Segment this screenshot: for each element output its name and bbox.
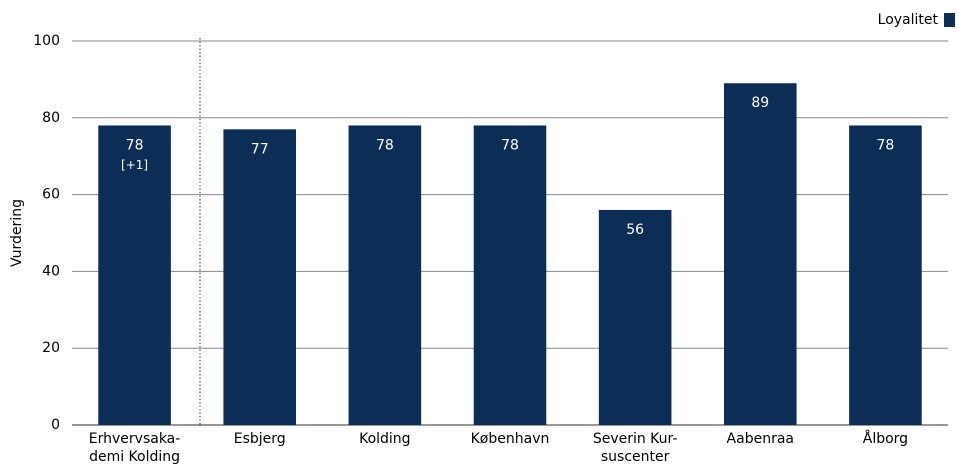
value-label: 78	[126, 137, 144, 153]
x-tick-label: København	[470, 431, 550, 447]
x-tick-label: Erhvervsaka- demi Kolding	[88, 431, 181, 465]
x-tick-label: Ålborg	[862, 431, 909, 447]
bar	[98, 125, 171, 425]
value-label: 77	[251, 141, 269, 157]
x-tick-label: Aabenraa	[726, 431, 794, 447]
bar	[348, 125, 422, 425]
y-tick-label: 40	[42, 263, 60, 279]
y-axis-label: Vurdering	[9, 199, 25, 267]
delta-label: [+1]	[121, 158, 148, 172]
legend-label: Loyalitet	[878, 12, 939, 28]
y-tick-label: 20	[42, 340, 60, 356]
y-tick-label: 80	[42, 110, 60, 126]
bar	[473, 125, 547, 425]
value-label: 78	[501, 137, 519, 153]
bar	[723, 83, 797, 426]
x-tick-label: Severin Kur- suscenter	[592, 431, 678, 465]
value-label: 78	[877, 137, 895, 153]
value-label: 78	[376, 137, 394, 153]
bar	[598, 209, 672, 425]
value-label: 89	[751, 95, 769, 111]
bar	[849, 125, 922, 425]
x-tick-label: Kolding	[359, 431, 411, 447]
y-tick-label: 100	[33, 33, 60, 49]
legend-swatch	[944, 13, 955, 27]
value-label: 56	[626, 222, 644, 238]
y-tick-label: 0	[51, 417, 60, 433]
x-tick-label: Esbjerg	[233, 431, 286, 447]
bar	[223, 129, 297, 425]
y-tick-label: 60	[42, 187, 60, 203]
